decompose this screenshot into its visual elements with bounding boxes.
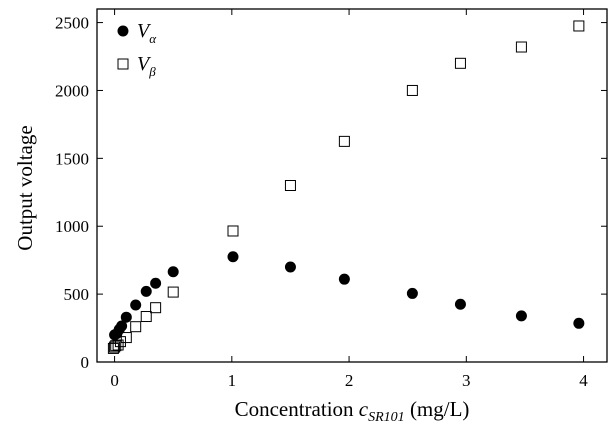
data-point-series-2 <box>284 180 296 191</box>
data-point-series-2 <box>406 84 418 96</box>
x-axis-title-subscript: SR101 <box>368 410 405 425</box>
x-tick-label: 2 <box>345 371 354 390</box>
data-point-series-2 <box>140 311 152 323</box>
x-tick-label: 1 <box>228 371 237 390</box>
data-point-series-1 <box>130 299 142 311</box>
x-tick-label: 3 <box>462 371 471 390</box>
y-tick-label: 2000 <box>55 81 89 100</box>
tick-group: 0 1 2 3 4 0 500 1000 1500 2000 2500 <box>55 9 607 390</box>
data-point-series-2 <box>130 321 142 333</box>
plot-frame <box>96 8 608 363</box>
x-axis-title-symbol: c <box>359 397 369 421</box>
data-point-series-2 <box>338 135 350 147</box>
data-point-series-2 <box>573 20 585 32</box>
data-point-series-1 <box>150 277 162 289</box>
data-point-series-2 <box>150 302 162 314</box>
data-point-series-1 <box>227 251 239 263</box>
data-point-series-1 <box>167 266 179 278</box>
data-point-series-1 <box>338 273 350 285</box>
data-point-series-1 <box>573 317 585 329</box>
legend-label-series-1: Vα <box>137 20 157 46</box>
y-tick-label: 1500 <box>55 149 89 168</box>
x-tick-label: 4 <box>579 371 588 390</box>
x-tick-label: 0 <box>110 371 119 390</box>
data-point-series-2 <box>167 286 179 298</box>
y-tick-label: 500 <box>64 285 90 304</box>
data-point-series-1 <box>120 311 132 323</box>
data-point-series-2 <box>120 332 132 344</box>
y-tick-label: 1000 <box>55 217 89 236</box>
data-point-series-1 <box>140 285 152 297</box>
data-point-series-1 <box>116 320 128 332</box>
legend: Vα Vβ <box>117 20 157 79</box>
x-axis-title: Concentration cSR101 (mg/L) <box>235 397 470 425</box>
legend-label-series-2: Vβ <box>137 53 156 79</box>
data-point-series-1 <box>284 261 296 273</box>
x-axis-title-text: Concentration <box>235 397 354 421</box>
data-point-series-1 <box>515 310 527 322</box>
data-point-series-2 <box>114 336 126 348</box>
x-axis-title-unit: (mg/L) <box>410 397 469 421</box>
legend-marker-series-2 <box>117 58 129 70</box>
data-point-series-2 <box>227 225 239 237</box>
data-marks <box>107 20 585 354</box>
y-tick-label: 2500 <box>55 14 89 33</box>
y-axis-title: Output voltage <box>13 125 37 250</box>
legend-marker-series-1 <box>117 25 129 37</box>
data-point-series-1 <box>406 287 418 299</box>
data-point-series-2 <box>454 57 466 69</box>
y-tick-label: 0 <box>81 353 90 372</box>
data-point-series-2 <box>515 41 527 53</box>
data-point-series-1 <box>454 298 466 310</box>
data-point-series-2 <box>112 339 124 351</box>
